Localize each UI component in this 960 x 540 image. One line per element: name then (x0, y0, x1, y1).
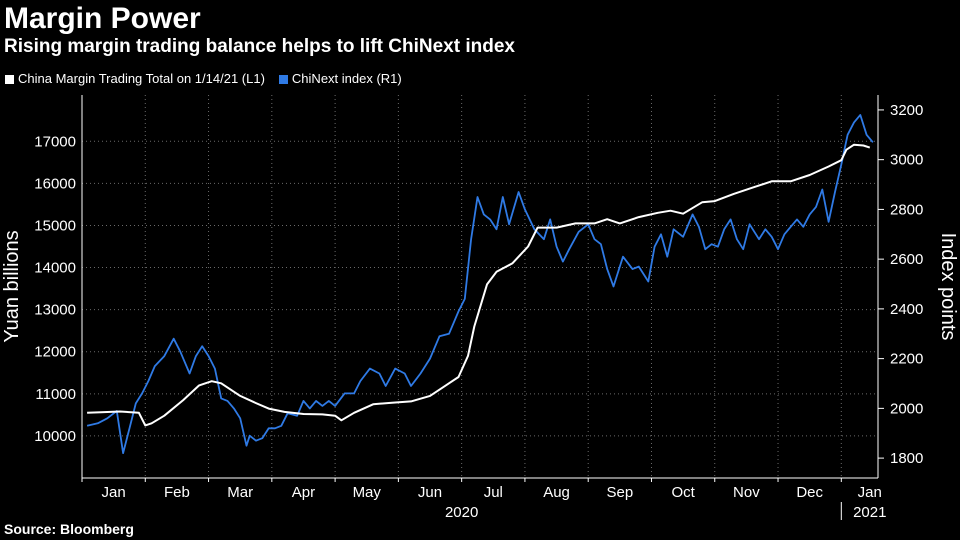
x-tick-label: Jul (484, 484, 503, 501)
y2-tick-label: 2600 (890, 251, 923, 268)
legend-label-margin: China Margin Trading Total on 1/14/21 (L… (18, 71, 265, 86)
legend-item-chinext: ChiNext index (R1) (278, 71, 402, 87)
year-label: 2021 (853, 504, 886, 521)
y2-tick-label: 3200 (890, 102, 923, 119)
tick-labels: 10000 11000 12000 13000 14000 15000 16000 17000… (1, 102, 959, 521)
y2-tick-label: 1800 (890, 450, 923, 467)
series-line-margin (87, 143, 871, 427)
y-tick-label: 14000 (34, 260, 76, 277)
year-label: 2020 (445, 504, 478, 521)
x-tick-label: Apr (292, 484, 315, 501)
x-tick-label: Oct (671, 484, 695, 501)
legend-swatch-margin (5, 74, 14, 84)
series-lines (86, 114, 874, 455)
y-tick-label: 17000 (34, 133, 76, 150)
legend: China Margin Trading Total on 1/14/21 (L… (5, 71, 416, 87)
y-tick-label: 16000 (34, 175, 76, 192)
legend-label-chinext: ChiNext index (R1) (291, 71, 402, 86)
chart-subtitle: Rising margin trading balance helps to l… (4, 36, 515, 57)
y2-tick-label: 3000 (890, 152, 923, 169)
y2-axis-title: Index points (937, 233, 959, 341)
x-tick-label: Jun (418, 484, 442, 501)
y2-tick-label: 2800 (890, 201, 923, 218)
y-tick-label: 12000 (34, 344, 76, 361)
legend-swatch-chinext (278, 74, 288, 84)
x-tick-label: Aug (543, 484, 570, 501)
source-note: Source: Bloomberg (4, 521, 134, 537)
y-tick-label: 13000 (34, 302, 76, 319)
y-axis-title: Yuan billions (1, 230, 23, 342)
x-tick-label: Sep (606, 484, 633, 501)
axes (81, 95, 884, 520)
y2-tick-label: 2000 (890, 400, 923, 417)
x-tick-label: Dec (796, 484, 823, 501)
y-tick-label: 15000 (34, 217, 76, 234)
series-line-chinext (86, 114, 874, 455)
y2-tick-label: 2400 (890, 301, 923, 318)
x-tick-label: May (353, 484, 382, 501)
legend-item-margin: China Margin Trading Total on 1/14/21 (L… (5, 71, 265, 87)
x-tick-label: Feb (164, 484, 190, 501)
y-tick-label: 11000 (35, 386, 76, 403)
x-tick-label: Jan (102, 484, 126, 501)
y2-tick-label: 2200 (890, 351, 923, 368)
y-tick-label: 10000 (34, 428, 76, 445)
chart-title: Margin Power (4, 2, 201, 35)
x-tick-label: Jan (858, 484, 882, 501)
grid-lines (82, 95, 878, 478)
x-tick-label: Mar (227, 484, 253, 501)
x-tick-label: Nov (733, 484, 760, 501)
